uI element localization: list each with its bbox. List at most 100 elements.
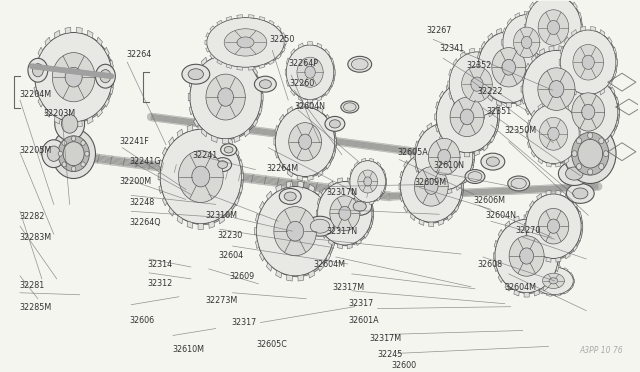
Polygon shape	[568, 79, 573, 86]
Text: 32281: 32281	[20, 281, 45, 290]
Ellipse shape	[572, 93, 605, 131]
Polygon shape	[527, 141, 530, 148]
Polygon shape	[572, 151, 575, 157]
Ellipse shape	[522, 36, 532, 48]
Polygon shape	[494, 264, 497, 272]
Polygon shape	[97, 37, 102, 46]
Text: 32285M: 32285M	[20, 303, 52, 312]
Polygon shape	[331, 58, 334, 64]
Polygon shape	[590, 86, 592, 92]
Ellipse shape	[582, 104, 595, 120]
Polygon shape	[33, 74, 35, 81]
Polygon shape	[540, 48, 545, 55]
Ellipse shape	[509, 236, 544, 276]
Polygon shape	[282, 48, 285, 52]
Ellipse shape	[224, 29, 267, 56]
Ellipse shape	[559, 161, 590, 186]
Polygon shape	[498, 114, 499, 120]
Ellipse shape	[100, 70, 111, 83]
Polygon shape	[497, 100, 502, 106]
Ellipse shape	[573, 188, 588, 199]
Polygon shape	[308, 42, 312, 45]
Text: 32351: 32351	[486, 107, 512, 116]
Polygon shape	[515, 67, 520, 72]
Ellipse shape	[279, 189, 301, 204]
Ellipse shape	[547, 20, 559, 35]
Text: 32317N: 32317N	[326, 188, 358, 198]
Polygon shape	[159, 160, 162, 167]
Polygon shape	[317, 43, 322, 48]
Polygon shape	[370, 158, 374, 162]
Polygon shape	[287, 275, 292, 281]
Polygon shape	[560, 71, 563, 78]
Text: 32282: 32282	[20, 212, 45, 221]
Polygon shape	[266, 263, 272, 271]
Polygon shape	[163, 147, 167, 155]
Polygon shape	[613, 47, 616, 54]
Polygon shape	[369, 221, 372, 228]
Polygon shape	[321, 188, 326, 195]
Text: 32245: 32245	[377, 350, 403, 359]
Ellipse shape	[534, 267, 573, 295]
Polygon shape	[436, 119, 442, 125]
Polygon shape	[534, 216, 540, 222]
Polygon shape	[546, 257, 551, 262]
Text: 32273M: 32273M	[205, 295, 238, 305]
Polygon shape	[516, 100, 521, 106]
Polygon shape	[502, 39, 503, 45]
Ellipse shape	[547, 219, 559, 233]
Polygon shape	[259, 79, 262, 87]
Polygon shape	[564, 103, 569, 109]
Polygon shape	[547, 100, 551, 105]
Polygon shape	[404, 205, 408, 212]
Ellipse shape	[62, 141, 67, 145]
Ellipse shape	[577, 138, 582, 144]
Polygon shape	[337, 244, 342, 249]
Polygon shape	[34, 60, 37, 68]
Ellipse shape	[255, 76, 276, 92]
Ellipse shape	[566, 167, 583, 180]
Polygon shape	[440, 136, 444, 143]
Polygon shape	[559, 46, 564, 51]
Polygon shape	[618, 109, 620, 115]
Ellipse shape	[527, 0, 582, 60]
Ellipse shape	[52, 129, 95, 179]
Ellipse shape	[306, 216, 334, 236]
Polygon shape	[308, 175, 313, 180]
Polygon shape	[253, 119, 258, 127]
Polygon shape	[76, 27, 83, 33]
Polygon shape	[462, 183, 463, 190]
Polygon shape	[477, 64, 478, 70]
Polygon shape	[65, 121, 71, 127]
Ellipse shape	[42, 140, 66, 168]
Polygon shape	[505, 284, 510, 291]
Polygon shape	[537, 76, 540, 83]
Ellipse shape	[317, 182, 372, 245]
Polygon shape	[573, 46, 577, 53]
Text: 32314: 32314	[147, 260, 172, 269]
Ellipse shape	[478, 32, 540, 103]
Polygon shape	[556, 264, 559, 272]
Polygon shape	[259, 16, 265, 20]
Polygon shape	[581, 223, 582, 230]
Ellipse shape	[207, 17, 284, 67]
Ellipse shape	[428, 138, 460, 175]
Polygon shape	[586, 73, 591, 77]
Ellipse shape	[599, 164, 604, 170]
Polygon shape	[275, 151, 278, 158]
Ellipse shape	[461, 66, 492, 102]
Polygon shape	[502, 93, 505, 99]
Ellipse shape	[287, 45, 335, 100]
Ellipse shape	[492, 48, 525, 87]
Polygon shape	[548, 28, 550, 34]
Polygon shape	[532, 41, 536, 49]
Polygon shape	[205, 41, 207, 44]
Polygon shape	[194, 67, 198, 75]
Polygon shape	[385, 179, 387, 184]
Polygon shape	[470, 141, 474, 148]
Polygon shape	[557, 109, 559, 115]
Polygon shape	[524, 223, 525, 230]
Text: 32205M: 32205M	[20, 146, 52, 155]
Polygon shape	[546, 59, 551, 64]
Ellipse shape	[214, 158, 232, 171]
